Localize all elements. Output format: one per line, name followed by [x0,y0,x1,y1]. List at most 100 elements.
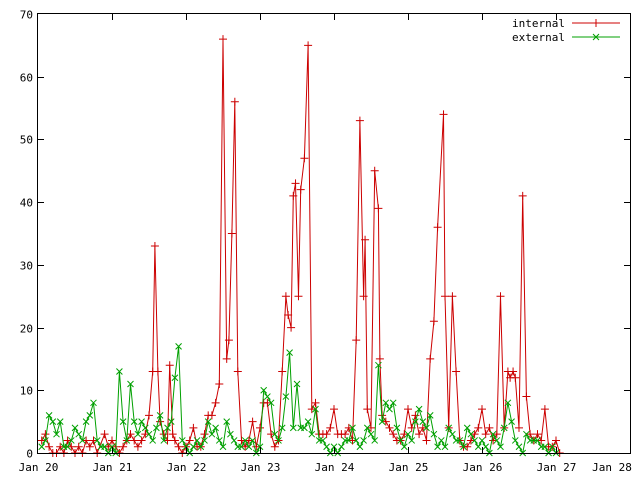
data-point-internal [492,430,501,439]
data-point-internal [511,373,520,382]
data-point-external [208,430,216,438]
data-point-internal [463,442,472,451]
y-tick-label: 70 [20,9,33,22]
data-point-internal [170,436,179,445]
data-point-external [289,424,297,432]
data-point-external [408,437,416,444]
data-point-external [212,424,219,432]
data-point-external [367,430,375,438]
data-point-external [449,430,456,438]
data-point-internal [222,354,231,363]
data-point-internal [74,442,83,451]
data-point-external [267,399,275,407]
data-point-external [223,418,231,425]
data-point-internal [361,235,370,244]
data-point-internal [426,354,435,363]
data-point-internal [418,423,427,432]
data-point-external [474,443,482,451]
data-point-external [264,393,271,400]
data-point-external [426,412,434,419]
data-point-internal [45,442,54,451]
data-point-external [456,437,464,444]
data-point-internal [168,430,177,439]
data-point-internal [150,242,159,251]
data-point-internal [481,430,490,439]
data-point-internal [137,436,146,445]
data-point-external [441,443,449,451]
data-point-internal [294,292,303,301]
data-point-internal [126,430,135,439]
data-point-external [238,443,245,451]
x-tick-label: Jan 23 [241,461,281,474]
data-point-internal [404,405,412,414]
data-point-internal [108,436,116,445]
data-point-external [378,418,386,425]
data-point-internal [515,423,523,432]
data-point-internal [478,405,486,414]
data-point-external [437,437,445,444]
data-point-internal [518,191,527,200]
data-point-external [119,418,127,425]
data-point-internal [244,436,253,445]
data-point-internal [159,430,168,439]
data-point-external [393,424,401,432]
data-point-external [478,437,486,444]
data-point-external [278,424,286,432]
data-point-external [497,443,504,451]
data-point-internal [552,436,560,445]
data-point-internal [224,336,233,345]
data-point-external [471,437,478,444]
data-point-internal [509,367,518,376]
data-point-external [415,405,423,413]
data-point-external [363,424,371,432]
data-point-external [386,405,393,413]
data-point-external [430,430,438,438]
data-point-external [64,443,71,451]
data-point-external [90,399,97,407]
data-point-internal [63,436,72,445]
data-point-external [423,424,430,432]
data-point-external [171,374,179,382]
x-tick-label: Jan 24 [315,461,355,474]
data-point-internal [307,405,316,414]
data-point-external [153,424,160,432]
data-point-internal [322,430,331,439]
data-point-internal [466,436,475,445]
x-tick-label: Jan 28 [592,461,632,474]
x-tick-label: Jan 27 [537,461,577,474]
y-tick-label: 20 [20,323,33,336]
data-point-internal [370,166,379,175]
x-tick-label: Jan 20 [19,461,59,474]
data-point-external [67,437,75,444]
series-external [38,343,560,457]
data-point-internal [281,292,290,301]
data-point-internal [389,430,398,439]
data-point-external [534,437,541,444]
data-point-external [489,430,497,438]
data-point-external [345,437,353,444]
data-point-external [271,430,279,438]
series-layer [37,35,564,457]
data-point-external [160,437,168,444]
x-tick-label: Jan 26 [463,461,503,474]
y-tick-label: 30 [20,260,33,273]
data-point-external [45,412,53,419]
y-tick-label: 10 [20,385,33,398]
data-point-external [123,437,131,444]
data-point-external [275,437,282,444]
data-point-external [156,412,164,419]
data-point-internal [375,354,384,363]
data-point-external [404,430,412,438]
data-point-external [145,430,153,438]
data-point-external [127,380,134,388]
data-point-external [86,412,94,419]
data-point-internal [211,398,220,407]
data-point-internal [291,179,300,188]
data-point-external [463,424,471,432]
data-point-external [256,443,264,451]
y-tick-label: 0 [26,448,33,461]
data-point-internal [67,442,76,451]
data-point-internal [429,317,438,326]
data-point-internal [237,436,246,445]
data-point-external [42,437,49,444]
